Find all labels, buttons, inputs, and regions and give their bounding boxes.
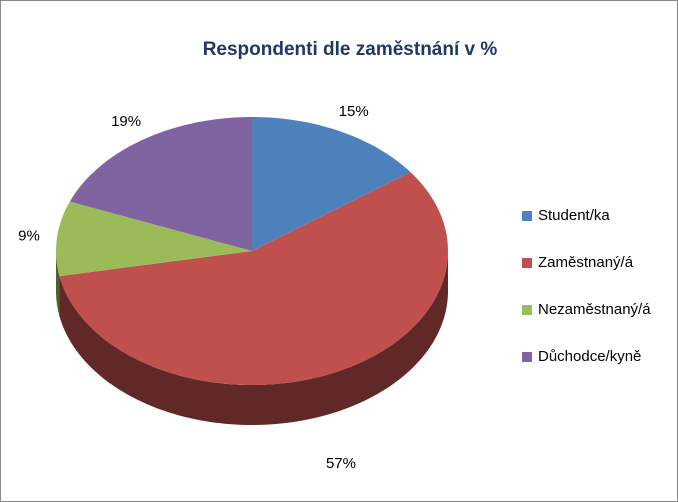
legend-swatch xyxy=(522,211,532,221)
legend-label: Student/ka xyxy=(538,207,610,224)
pie-slice xyxy=(252,117,411,251)
data-label: 19% xyxy=(111,113,141,130)
data-label: 15% xyxy=(339,103,369,120)
legend-swatch xyxy=(522,352,532,362)
data-label: 9% xyxy=(18,227,40,244)
legend-label: Nezaměstnaný/á xyxy=(538,301,651,318)
pie-slice xyxy=(69,117,252,251)
chart-title: Respondenti dle zaměstnání v % xyxy=(203,39,498,60)
legend-label: Důchodce/kyně xyxy=(538,348,641,365)
pie-slice xyxy=(59,172,448,385)
slice-side xyxy=(56,251,60,317)
pie-slice xyxy=(56,201,253,277)
slice-side xyxy=(59,251,448,425)
legend-swatch xyxy=(522,258,532,268)
data-label: 57% xyxy=(326,455,356,472)
legend-swatch xyxy=(522,305,532,315)
legend-label: Zaměstnaný/á xyxy=(538,254,634,271)
